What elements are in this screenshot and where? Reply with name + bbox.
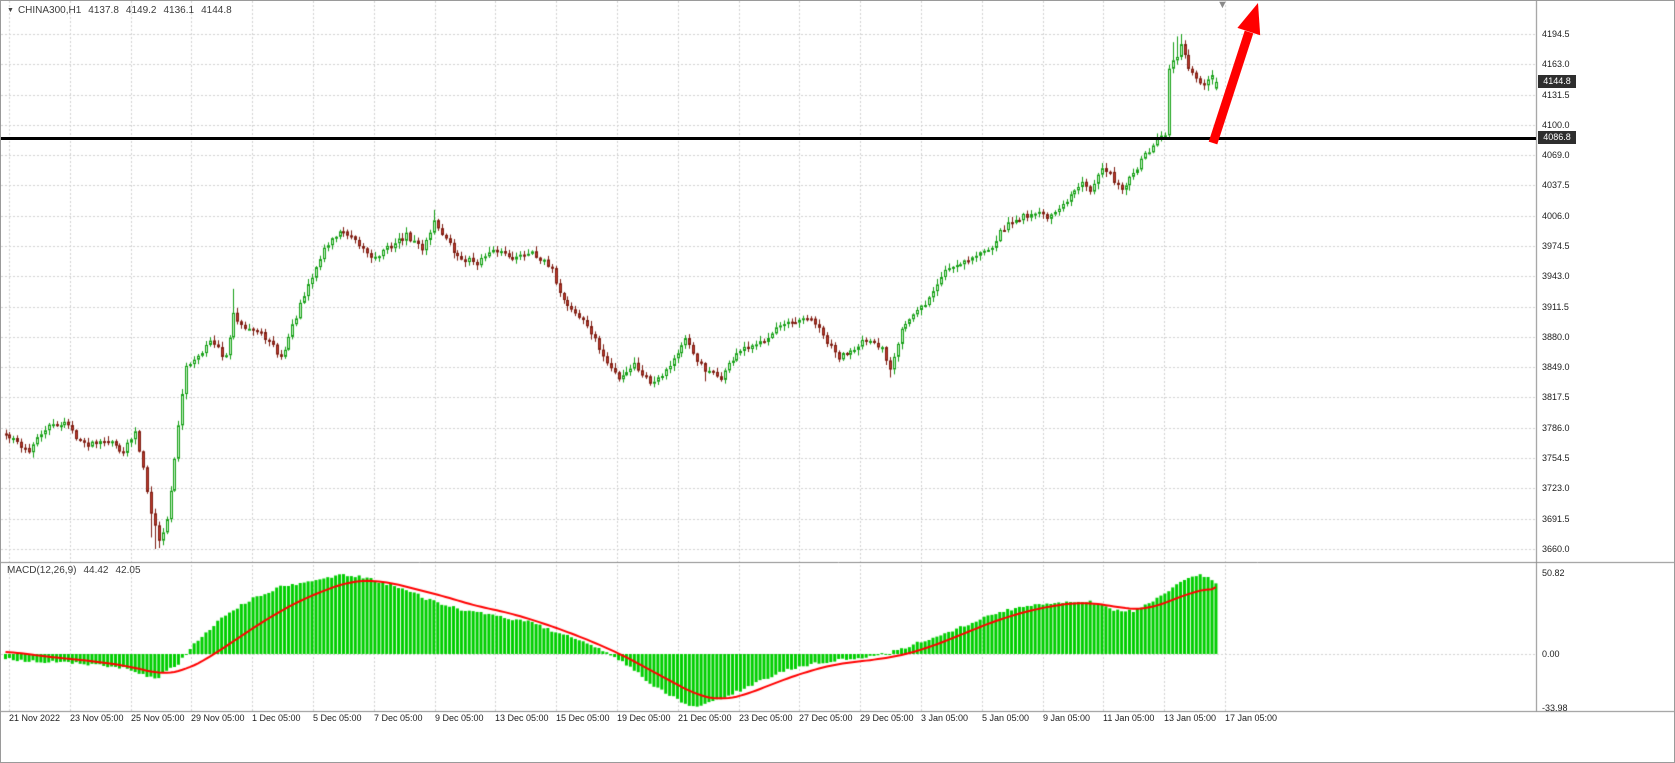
low-value: 4136.1	[163, 5, 195, 16]
arrow-anchor-marker-icon: ▼	[1217, 0, 1228, 11]
symbol-timeframe-label: CHINA300,H1	[17, 5, 82, 16]
macd-indicator-label: MACD(12,26,9) 44.42 42.05	[7, 565, 141, 576]
high-value: 4149.2	[125, 5, 157, 16]
resistance-level-line[interactable]	[1, 137, 1536, 140]
symbol-ohlc-header: ▼ CHINA300,H1 4137.8 4149.2 4136.1 4144.…	[7, 5, 232, 16]
level-price-badge: 4086.8	[1538, 131, 1576, 144]
open-value: 4137.8	[88, 5, 119, 16]
trend-arrow[interactable]	[1196, 1, 1280, 151]
trend-arrow-shaft	[1208, 30, 1254, 145]
symbol-marker-icon: ▼	[7, 7, 14, 14]
macd-signal-value: 42.05	[115, 565, 141, 576]
macd-name-label: MACD(12,26,9)	[7, 565, 77, 576]
current-price-badge: 4144.8	[1538, 75, 1576, 88]
close-value: 4144.8	[201, 5, 232, 16]
macd-current-value: 44.42	[83, 565, 109, 576]
trend-arrow-head	[1237, 3, 1261, 36]
